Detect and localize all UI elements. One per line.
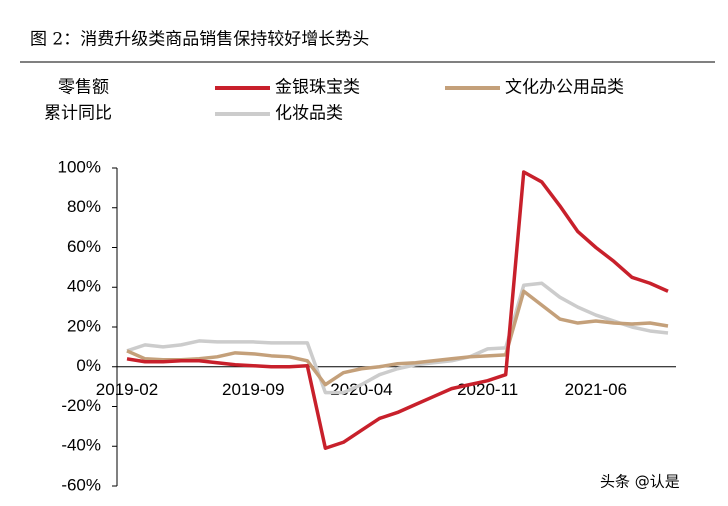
x-tick-label: 2021-06: [565, 380, 627, 399]
series-line: [126, 170, 669, 450]
series-line: [126, 289, 669, 387]
y-tick-label: -20%: [61, 396, 101, 415]
y-axis-label: 零售额: [58, 78, 109, 98]
y-tick-label: 80%: [67, 197, 101, 216]
x-tick-label: 2020-11: [457, 380, 518, 399]
y-tick-label: 20%: [67, 316, 101, 335]
series-line: [126, 281, 669, 395]
legend-label: 化妆品类: [275, 104, 343, 124]
chart-title: 图 2：消费升级类商品销售保持较好增长势头: [30, 30, 369, 50]
legend-label: 金银珠宝类: [275, 78, 360, 98]
y-tick-label: 40%: [67, 277, 101, 296]
y-tick-label: 100%: [58, 157, 101, 176]
y-tick-label: -60%: [61, 475, 101, 494]
y-tick-label: -40%: [61, 436, 101, 455]
x-tick-label: 2019-09: [222, 380, 284, 399]
y-tick-label: 0%: [76, 356, 101, 375]
x-tick-label: 2020-04: [330, 380, 392, 399]
x-tick-label: 2019-02: [96, 380, 158, 399]
y-tick-label: 60%: [67, 237, 101, 256]
y-axis-label: 累计同比: [44, 104, 112, 124]
legend-label: 文化办公用品类: [505, 78, 624, 98]
watermark: 头条 @认是: [600, 473, 680, 491]
